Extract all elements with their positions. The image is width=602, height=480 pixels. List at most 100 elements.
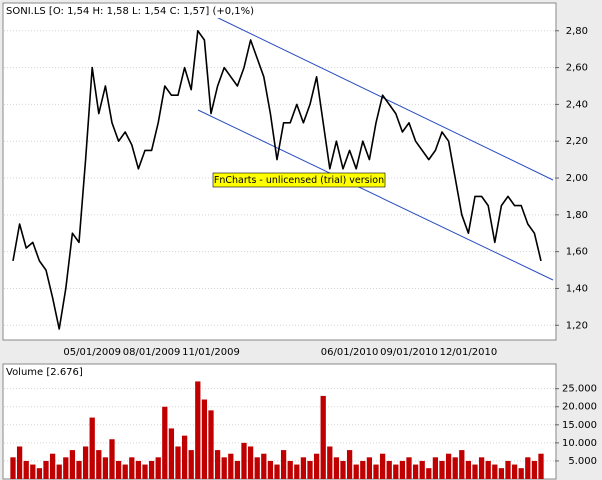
y-tick-label: 2,60	[566, 63, 588, 74]
volume-bar	[280, 450, 287, 479]
volume-bar	[221, 457, 227, 479]
volume-bar	[82, 446, 89, 479]
y-tick-label: 1,60	[566, 247, 588, 258]
volume-bar	[254, 457, 260, 479]
volume-bar	[432, 457, 439, 479]
volume-bar	[313, 453, 320, 479]
volume-bar	[294, 464, 300, 479]
volume-bar	[129, 457, 135, 479]
volume-bar	[439, 460, 445, 479]
volume-bar	[175, 446, 181, 479]
volume-bar	[115, 460, 122, 479]
volume-bar	[445, 453, 452, 479]
volume-bar	[181, 435, 188, 479]
volume-bar	[228, 453, 234, 479]
volume-bar	[465, 460, 472, 479]
volume-bar	[346, 450, 353, 479]
x-tick-label: 06/01/2010	[321, 347, 379, 358]
volume-bar	[525, 457, 531, 479]
volume-bar	[366, 457, 373, 479]
watermark-box	[212, 172, 386, 188]
volume-bar	[478, 457, 485, 479]
volume-bar	[419, 460, 425, 479]
volume-bar	[459, 450, 465, 479]
volume-bar	[353, 464, 359, 479]
volume-bar	[155, 457, 161, 479]
volume-bar	[214, 450, 221, 479]
y-tick-label: 2,80	[566, 26, 588, 37]
volume-bar	[63, 457, 69, 479]
volume-bar	[30, 464, 36, 479]
volume-bar	[96, 450, 102, 479]
volume-bar	[300, 457, 307, 479]
volume-bar	[406, 457, 412, 479]
volume-bar	[531, 460, 538, 479]
price-line	[12, 30, 542, 330]
volume-bar	[208, 410, 214, 479]
volume-bar	[162, 406, 168, 479]
volume-bar	[36, 468, 43, 479]
volume-bar	[56, 464, 62, 479]
volume-bar	[274, 464, 280, 479]
grid-layer	[4, 30, 559, 462]
y-tick-label: 15.000	[562, 420, 597, 431]
volume-bar	[538, 453, 544, 479]
y-tick-label: 1,40	[566, 283, 588, 294]
volume-bar	[23, 460, 29, 479]
volume-bar	[261, 453, 267, 479]
y-tick-label: 25.000	[562, 384, 597, 395]
x-tick-label: 11/01/2009	[182, 347, 240, 358]
y-tick-label: 1,20	[566, 320, 588, 331]
volume-bar	[412, 464, 419, 479]
volume-bar	[10, 457, 16, 479]
y-tick-label: 1,80	[566, 210, 588, 221]
x-tick-label: 08/01/2009	[123, 347, 181, 358]
volume-bar	[195, 381, 201, 479]
volume-bar	[472, 464, 478, 479]
volume-bar	[492, 464, 498, 479]
volume-bar	[393, 464, 399, 479]
volume-bar	[89, 417, 95, 479]
y-tick-label: 2,00	[566, 173, 588, 184]
y-tick-label: 10.000	[562, 438, 597, 449]
y-tick-label: 2,20	[566, 136, 588, 147]
x-tick-label: 09/01/2010	[380, 347, 438, 358]
volume-bar	[511, 464, 518, 479]
volume-bar	[267, 460, 274, 479]
y-tick-label: 2,40	[566, 99, 588, 110]
volume-bar	[360, 460, 366, 479]
watermark: FnCharts - unlicensed (trial) version	[214, 175, 384, 186]
x-tick-label: 05/01/2009	[63, 347, 121, 358]
volume-bar	[102, 457, 109, 479]
volume-bar	[241, 442, 247, 479]
volume-bar	[122, 464, 128, 479]
trend-line	[197, 109, 554, 281]
volume-bar	[327, 446, 333, 479]
volume-bar	[498, 468, 505, 479]
volume-bar	[386, 460, 392, 479]
volume-bar	[109, 439, 115, 479]
volume-bar	[247, 446, 254, 479]
volume-bar	[234, 460, 241, 479]
volume-bar	[518, 468, 524, 479]
volume-bar	[148, 460, 155, 479]
volume-bar	[485, 460, 491, 479]
volume-bar	[188, 450, 194, 479]
volume-bar	[142, 464, 148, 479]
y-tick-label: 20.000	[562, 402, 597, 413]
volume-bar	[287, 460, 293, 479]
price-panel	[2, 2, 557, 341]
volume-bar	[426, 468, 432, 479]
volume-bar	[320, 395, 326, 479]
volume-bar	[69, 450, 76, 479]
x-tick-label: 12/01/2010	[440, 347, 498, 358]
volume-bar	[135, 460, 142, 479]
volume-bar	[307, 460, 313, 479]
volume-bar	[373, 464, 379, 479]
volume-bar	[379, 453, 386, 479]
volume-bar	[505, 460, 511, 479]
volume-bar	[43, 460, 49, 479]
title-bg	[4, 4, 254, 18]
volume-title: Volume [2.676]	[6, 367, 83, 378]
